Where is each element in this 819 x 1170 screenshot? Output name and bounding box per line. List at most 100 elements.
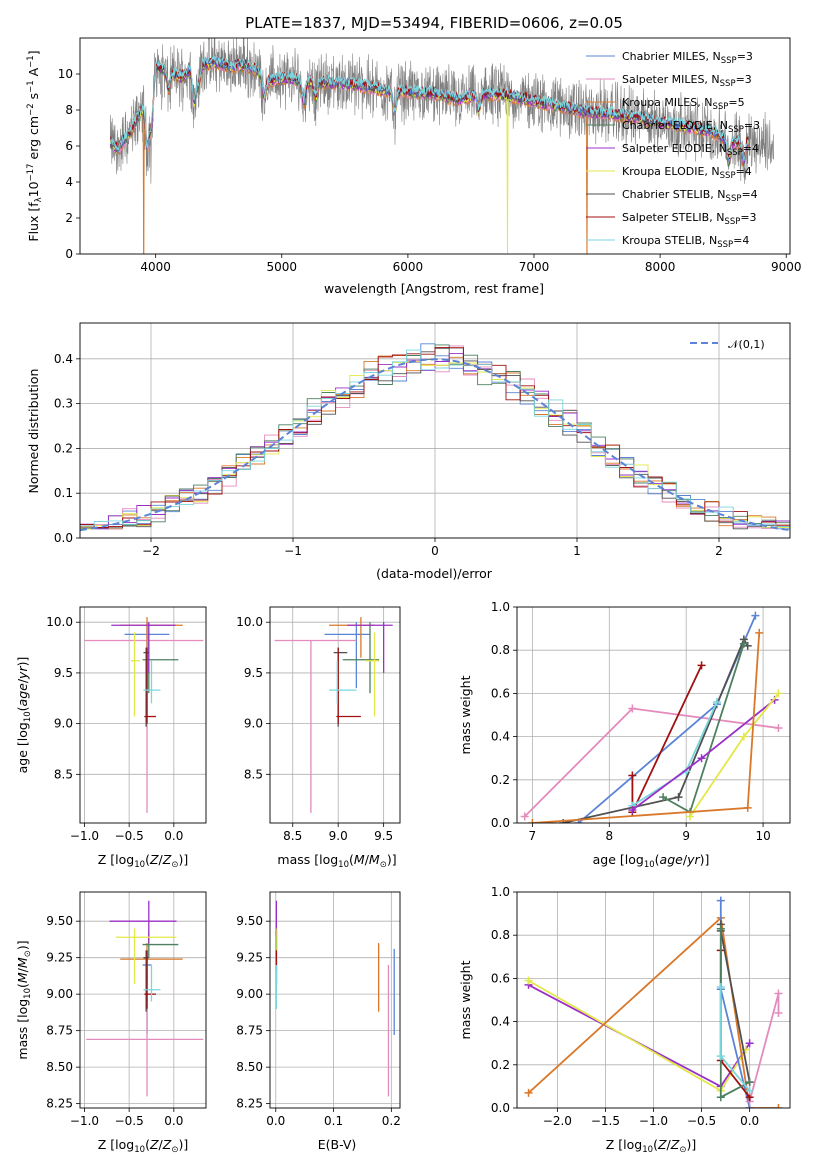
y-tick-label: 0.2 (491, 1058, 510, 1072)
y-tick-label: 9.0 (54, 717, 73, 731)
y-tick-label: 8.75 (46, 1024, 73, 1038)
series-point (739, 732, 748, 741)
y-tick-label: 8.25 (236, 1097, 263, 1111)
series-point (745, 1078, 754, 1087)
series-point (739, 639, 748, 648)
y-tick-label: 9.5 (244, 666, 263, 680)
y-tick-label: 4 (65, 175, 73, 189)
plot-area (80, 892, 206, 1108)
y-tick-label: 0.3 (54, 397, 73, 411)
histogram-step (80, 346, 790, 528)
series-line (577, 615, 757, 823)
axes-frame (269, 606, 401, 824)
plot-area (517, 607, 790, 823)
x-axis-label: mass [log10(M/M⊙)] (277, 852, 396, 870)
y-axis-label: age [log10(age/yr)] (15, 657, 33, 774)
y-tick-label: 0.6 (491, 971, 510, 985)
y-axis-label: Flux [fλ10−17 erg cm−2 s−1 A−1] (26, 50, 44, 241)
y-tick-label: 10 (58, 67, 73, 81)
x-tick-label: 0.0 (164, 1114, 183, 1128)
plot-area (270, 892, 400, 1108)
axes-frame (79, 606, 207, 824)
legend-entry: Chabrier MILES, NSSP=3 (622, 50, 753, 66)
y-tick-label: 0.2 (54, 441, 73, 455)
y-tick-label: 0.1 (54, 486, 73, 500)
axes-frame (79, 322, 791, 539)
x-tick-label: 8.5 (283, 829, 302, 843)
series-line (524, 707, 779, 818)
series-line (631, 664, 703, 813)
x-tick-label: 9.5 (374, 829, 393, 843)
x-tick-label: −1.0 (70, 829, 99, 843)
y-tick-label: 9.25 (46, 951, 73, 965)
series-point (774, 689, 783, 698)
legend-entry: Salpeter ELODIE, NSSP=4 (622, 142, 759, 158)
y-tick-label: 8 (65, 103, 73, 117)
y-tick-label: 8.5 (54, 767, 73, 781)
x-tick-label: 9 (682, 829, 690, 843)
legend-entry: Chabrier STELIB, NSSP=4 (622, 188, 758, 204)
y-tick-label: 8.50 (46, 1060, 73, 1074)
x-tick-label: −0.5 (687, 1114, 716, 1128)
panel-mass_vs_EBV: 0.0 0.1 0.2 8.25 8.50 8.75 9.00 9.25 9.50 E(B-V) (236, 891, 401, 1152)
x-tick-label: 7 (529, 829, 537, 843)
x-tick-label: 4000 (140, 260, 171, 274)
plot-area (109, 38, 774, 254)
legend-entry: Kroupa MILES, NSSP=5 (622, 96, 745, 112)
y-tick-label: 0.0 (491, 1101, 510, 1115)
series-point (524, 1088, 533, 1097)
y-tick-label: 0.6 (491, 686, 510, 700)
panel-mass_vs_Z: −1.0 −0.5 0.0 8.25 8.50 8.75 9.00 9.25 9.50 Z [lo… (15, 891, 207, 1155)
legend-entry: Chabrier ELODIE, NSSP=3 (622, 119, 760, 135)
legend-entry: Salpeter MILES, NSSP=3 (622, 73, 752, 89)
x-tick-label: 0.0 (164, 829, 183, 843)
x-tick-label: −2.0 (543, 1114, 572, 1128)
y-tick-label: 2 (65, 211, 73, 225)
y-tick-label: 0.0 (491, 816, 510, 830)
series-point (628, 771, 637, 780)
series-point (743, 803, 752, 812)
x-tick-label: 0 (431, 544, 439, 558)
y-tick-label: 9.0 (244, 717, 263, 731)
y-tick-label: 9.25 (236, 951, 263, 965)
legend: Chabrier MILES, NSSP=3 Salpeter MILES, NS… (586, 50, 760, 250)
series-point (751, 611, 760, 620)
x-tick-label: 5000 (267, 260, 298, 274)
series-point (745, 1039, 754, 1048)
y-tick-label: 6 (65, 139, 73, 153)
series-point (524, 976, 533, 985)
y-tick-label: 9.50 (46, 914, 73, 928)
legend-entry: Salpeter STELIB, NSSP=3 (622, 211, 757, 227)
axes-frame (269, 891, 401, 1109)
series-point (712, 698, 721, 707)
y-axis-label: mass [log10(M/M⊙)] (15, 940, 33, 1059)
x-tick-label: 0.1 (324, 1114, 343, 1128)
legend-entry: 𝒩(0,1) (728, 338, 765, 351)
y-tick-label: 1.0 (491, 600, 510, 614)
x-tick-label: 0.0 (740, 1114, 759, 1128)
series-point (674, 793, 683, 802)
legend-entry: Kroupa ELODIE, NSSP=4 (622, 165, 752, 181)
x-axis-label: E(B-V) (318, 1137, 357, 1152)
series-point (774, 723, 783, 732)
series-line (527, 916, 779, 1108)
x-tick-label: 9000 (771, 260, 802, 274)
y-tick-label: 8.50 (236, 1060, 263, 1074)
x-tick-label: 9.0 (329, 829, 348, 843)
plot-area (80, 607, 206, 823)
y-tick-label: 0.4 (491, 1015, 510, 1029)
series-point (659, 793, 668, 802)
x-axis-label: Z [log10(Z/Z⊙)] (98, 1137, 188, 1155)
series-point (686, 812, 695, 821)
series-point (520, 812, 529, 821)
panel-residuals: −2 −1 0 1 2 0.0 0.1 0.2 0.3 0.4 𝒩(0,1) (data-model)… (26, 322, 791, 581)
x-tick-label: 10 (755, 829, 770, 843)
panel-spectrum: 4000 5000 6000 7000 8000 9000 0 2 4 6 8 10 Chabrier … (26, 37, 802, 296)
y-axis-label: mass weight (458, 675, 473, 754)
series-point (755, 628, 764, 637)
x-tick-label: 7000 (519, 260, 550, 274)
y-axis-label: mass weight (458, 960, 473, 1039)
y-tick-label: 0.4 (54, 352, 73, 366)
series-point (716, 1093, 725, 1102)
x-axis-label: Z [log10(Z/Z⊙)] (98, 852, 188, 870)
